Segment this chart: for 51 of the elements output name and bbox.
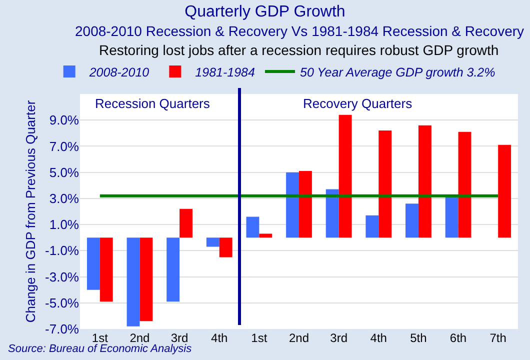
bar bbox=[100, 238, 113, 302]
bar bbox=[406, 204, 418, 238]
bar bbox=[418, 125, 432, 238]
bar bbox=[219, 238, 232, 258]
x-tick-label: 3rd bbox=[170, 331, 188, 345]
bar bbox=[126, 238, 140, 326]
bar bbox=[140, 238, 153, 322]
x-tick-label: 3rd bbox=[330, 331, 348, 345]
annotation: Recession Quarters bbox=[95, 96, 210, 111]
bar bbox=[166, 238, 180, 302]
x-tick-label: 4th bbox=[211, 331, 228, 345]
x-tick-label: 2nd bbox=[288, 331, 310, 345]
text: Restoring lost jobs after a recession requires robust GDP growth bbox=[99, 42, 499, 58]
bar bbox=[180, 208, 192, 238]
y-tick-label: -1.0% bbox=[45, 243, 80, 258]
bar bbox=[498, 144, 512, 238]
bar bbox=[326, 189, 339, 238]
legend-label: 1981-1984 bbox=[195, 65, 255, 80]
y-tick-label: 1.0% bbox=[49, 217, 80, 232]
bar bbox=[206, 238, 220, 247]
x-tick-label: 1st bbox=[251, 331, 268, 345]
source-note: Source: Bureau of Economic Analysis bbox=[8, 343, 192, 355]
x-tick-label: 4th bbox=[370, 331, 387, 345]
y-tick-label: -7.0% bbox=[45, 322, 80, 337]
bar bbox=[299, 171, 312, 238]
bar bbox=[286, 172, 299, 238]
y-tick-label: -3.0% bbox=[45, 269, 80, 284]
y-tick-label: 9.0% bbox=[49, 112, 80, 128]
x-tick-label: 2nd bbox=[130, 331, 150, 345]
bar bbox=[458, 132, 472, 238]
y-tick-label: 5.0% bbox=[49, 164, 80, 180]
x-tick-label: 1st bbox=[92, 331, 109, 345]
x-tick-label: 6th bbox=[450, 331, 467, 345]
x-tick-label: 5th bbox=[410, 331, 427, 345]
bar bbox=[246, 216, 260, 238]
annotation: Recovery Quarters bbox=[303, 96, 413, 111]
bar bbox=[338, 114, 352, 238]
x-tick-label: 7th bbox=[490, 331, 506, 345]
bar bbox=[259, 234, 272, 238]
y-tick-label: 7.0% bbox=[49, 138, 80, 154]
y-tick-label: 3.0% bbox=[49, 190, 80, 206]
bar bbox=[86, 238, 100, 290]
bar bbox=[366, 215, 379, 238]
bar bbox=[445, 196, 458, 238]
bar bbox=[378, 130, 392, 238]
legend-label: 2008-2010 bbox=[88, 65, 150, 80]
legend-label: 50 Year Average GDP growth 3.2% bbox=[300, 65, 496, 80]
y-axis-title: Change in GDP from Previous Quarter bbox=[22, 100, 38, 323]
chart-title: Quarterly GDP Growth bbox=[184, 4, 346, 21]
y-tick-label: -5.0% bbox=[45, 295, 80, 310]
chart-subtitle: 2008-2010 Recession & Recovery Vs 1981-1984 Recession & Recovery bbox=[75, 23, 524, 39]
